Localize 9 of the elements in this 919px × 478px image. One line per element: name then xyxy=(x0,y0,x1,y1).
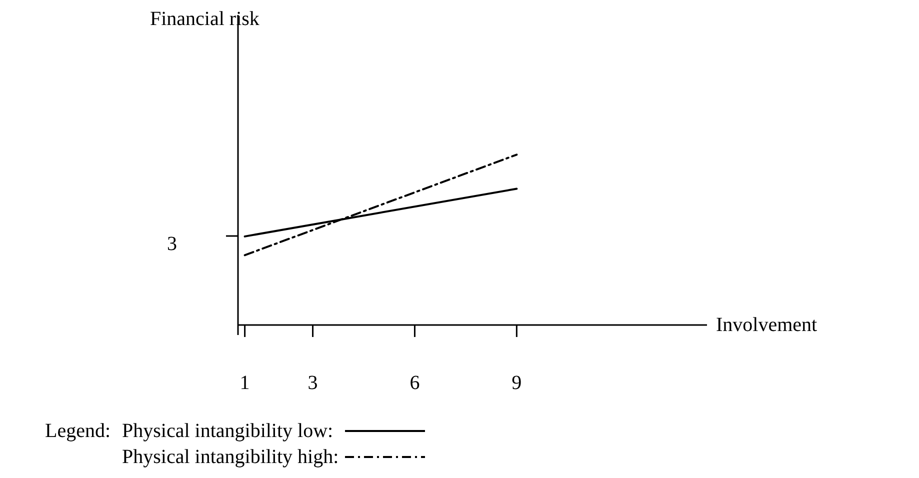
x-tick-label: 3 xyxy=(308,372,318,394)
legend-title: Legend: xyxy=(45,420,111,442)
legend-label: Physical intangibility low: xyxy=(122,420,334,442)
x-tick-label: 9 xyxy=(512,372,522,394)
x-tick-label: 1 xyxy=(240,372,250,394)
legend-label: Physical intangibility high: xyxy=(122,446,339,468)
x-tick-label: 6 xyxy=(410,372,420,394)
x-axis-title: Involvement xyxy=(716,314,818,336)
text: 3 xyxy=(167,233,177,255)
